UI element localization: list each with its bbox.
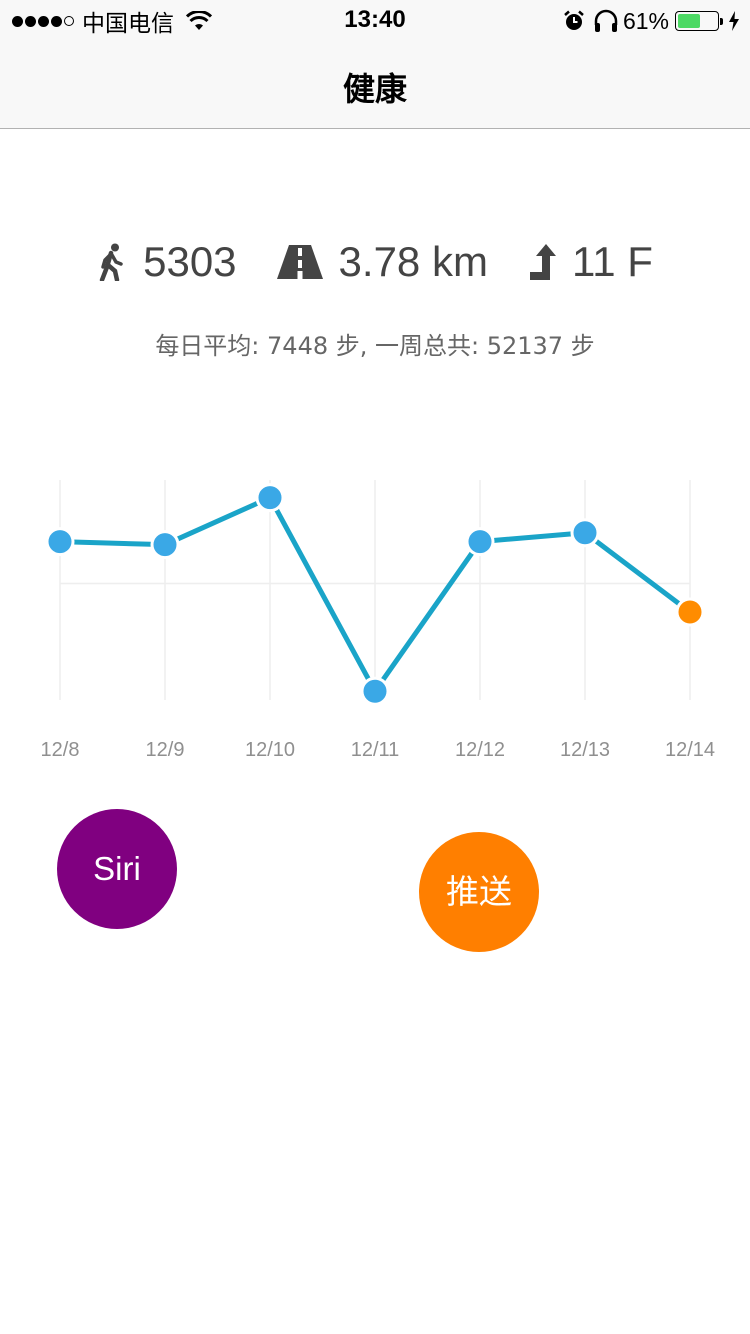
floors-stat: 11 F (528, 238, 653, 286)
steps-line-chart: 12/8 12/9 12/10 12/11 12/12 12/13 12/14 (41, 480, 716, 761)
steps-stat: 5303 (97, 238, 237, 286)
chart-grid (59, 480, 691, 700)
x-tick-label: 12/9 (146, 739, 185, 761)
steps-value: 5303 (143, 238, 237, 285)
x-tick-label: 12/14 (665, 739, 715, 761)
battery-percent: 61% (622, 7, 669, 34)
signal-dot (25, 15, 36, 27)
weekly-summary: 每日平均: 7448 步, 一周总共: 52137 步 (155, 332, 595, 360)
push-button[interactable]: 推送 (419, 832, 539, 952)
alarm-icon (564, 10, 584, 30)
battery-cap (720, 17, 723, 25)
signal-dot (12, 15, 23, 27)
distance-value: 3.78 km (338, 238, 488, 285)
walking-icon (99, 243, 123, 281)
signal-strength-icon (12, 15, 76, 27)
x-tick-label: 12/10 (245, 739, 295, 761)
road-icon (276, 245, 323, 279)
navigation-bar: 健康 (0, 40, 750, 129)
status-left: 中国电信 (12, 6, 212, 37)
status-right: 61% (563, 6, 740, 36)
signal-dot (64, 16, 74, 26)
data-point[interactable] (360, 676, 390, 706)
stairs-up-arrow-icon (529, 244, 556, 280)
x-axis-labels: 12/8 12/9 12/10 12/11 12/12 12/13 12/14 (41, 739, 716, 761)
battery-icon (675, 11, 719, 31)
data-points (45, 483, 705, 706)
status-time: 13:40 (344, 6, 406, 33)
data-point[interactable] (675, 597, 705, 627)
data-point[interactable] (150, 530, 180, 560)
x-tick-label: 12/12 (455, 739, 505, 761)
floors-value: 11 F (571, 238, 653, 285)
carrier-name: 中国电信 (82, 11, 174, 37)
signal-dot (38, 15, 49, 27)
data-point[interactable] (45, 527, 75, 557)
data-point[interactable] (570, 518, 600, 548)
headphones-icon (594, 9, 618, 32)
battery-level (678, 14, 700, 28)
data-point[interactable] (255, 483, 285, 513)
page-title: 健康 (342, 70, 407, 108)
charging-bolt-icon (729, 11, 739, 31)
siri-button[interactable]: Siri (57, 809, 177, 929)
x-tick-label: 12/11 (351, 739, 400, 761)
wifi-icon (186, 11, 212, 30)
status-bar: 中国电信 13:40 61% (0, 0, 750, 40)
data-point[interactable] (465, 527, 495, 557)
distance-stat: 3.78 km (276, 238, 488, 286)
signal-dot (51, 15, 62, 27)
x-tick-label: 12/13 (560, 739, 610, 761)
x-tick-label: 12/8 (41, 739, 80, 761)
stats-row: 5303 3.78 km 11 F (0, 234, 750, 290)
